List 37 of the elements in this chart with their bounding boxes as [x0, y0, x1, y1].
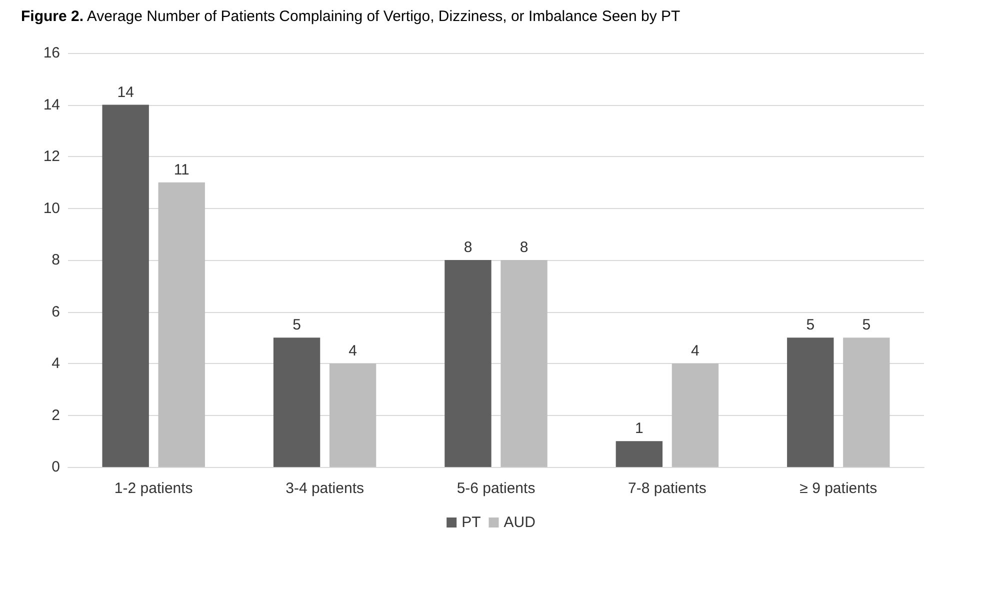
y-tick-label: 4	[52, 355, 60, 372]
bar	[158, 182, 205, 467]
y-tick-label: 10	[43, 200, 60, 217]
y-tick-label: 2	[52, 406, 60, 424]
bar	[787, 338, 834, 467]
y-tick-label: 16	[43, 44, 60, 62]
bar	[444, 260, 492, 467]
data-label: 5	[292, 316, 301, 334]
bar	[329, 364, 376, 467]
bar	[102, 104, 149, 467]
x-tick-label: 3-4 patients	[286, 480, 364, 497]
data-label: 14	[117, 84, 134, 101]
bar	[273, 338, 320, 467]
x-tick-label: ≥ 9 patients	[800, 480, 878, 497]
y-tick-label: 0	[52, 458, 60, 476]
y-tick-label: 8	[52, 252, 60, 268]
y-tick-label: 14	[43, 96, 60, 114]
data-label: 4	[691, 342, 700, 360]
x-tick-label: 7-8 patients	[628, 480, 706, 497]
data-label: 1	[635, 420, 644, 438]
data-label: 11	[174, 161, 190, 178]
data-label: 5	[862, 316, 871, 334]
x-tick-label: 1-2 patients	[114, 480, 193, 497]
legend-label: AUD	[504, 514, 536, 531]
bar	[500, 260, 548, 467]
bar	[843, 338, 890, 467]
y-tick-label: 12	[43, 148, 60, 165]
data-label: 5	[806, 316, 815, 334]
bar	[672, 364, 719, 467]
y-tick-label: 6	[52, 303, 60, 320]
legend-label: PT	[462, 514, 481, 531]
data-label: 8	[520, 239, 528, 256]
bar	[616, 441, 663, 467]
chart-title: Figure 2. Average Number of Patients Complaining of Vertigo, Dizziness, or Imbalance Seen by PT	[21, 8, 680, 25]
x-tick-label: 5-6 patients	[456, 480, 536, 497]
data-label: 4	[348, 342, 357, 360]
data-label: 8	[464, 239, 472, 256]
